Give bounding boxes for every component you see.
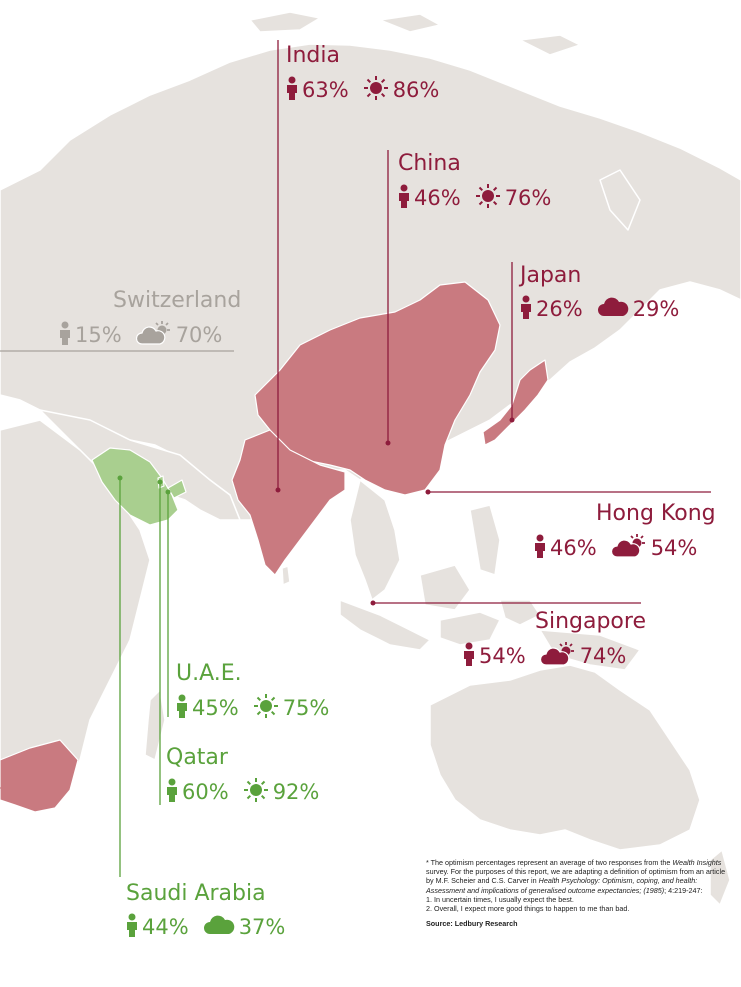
australia-land (429, 664, 701, 851)
person-icon (534, 534, 546, 562)
label-qatar: Qatar 60% 92% (166, 747, 319, 807)
footnote-text: * The optimism percentages represent an … (426, 858, 726, 895)
optimism-value: 46% (550, 535, 597, 560)
person-icon (59, 321, 71, 349)
sun-value: 37% (238, 914, 286, 939)
sun-value: 70% (175, 322, 223, 347)
sun-icon (475, 183, 501, 213)
cloud-icon (203, 914, 235, 940)
country-name: Japan (520, 263, 582, 288)
label-japan: Japan 26% 29% (520, 265, 679, 323)
south-africa-region (0, 739, 79, 813)
cloud-sun-icon (539, 641, 576, 671)
optimism-value: 60% (182, 779, 229, 804)
china-region (254, 281, 501, 496)
footnote-item-1: 1. In uncertain times, I usually expect … (426, 894, 574, 904)
optimism-value: 45% (192, 695, 239, 720)
label-saudi-arabia: Saudi Arabia 44% 37% (126, 883, 285, 941)
optimism-value: 54% (479, 643, 526, 668)
sun-value: 74% (579, 643, 627, 668)
country-name: Switzerland (113, 288, 242, 313)
optimism-value: 63% (302, 77, 349, 102)
person-icon (176, 694, 188, 722)
cloud-icon (597, 296, 629, 322)
cloud-sun-icon (135, 320, 172, 350)
country-name: U.A.E. (176, 661, 242, 686)
sun-icon (363, 75, 389, 105)
person-icon (286, 76, 298, 104)
optimism-value: 44% (142, 914, 189, 939)
label-singapore: Singapore 54% 74% (464, 609, 646, 671)
sun-value: 76% (504, 185, 552, 210)
footnote: * The optimism percentages represent an … (426, 858, 726, 929)
japan-region (482, 359, 549, 446)
country-name: India (286, 43, 340, 68)
sun-value: 29% (632, 296, 680, 321)
country-name: Saudi Arabia (126, 881, 266, 906)
label-china: China 46% 76% (398, 153, 551, 213)
sun-value: 75% (282, 695, 330, 720)
cloud-sun-icon (610, 533, 647, 563)
sea-land (349, 479, 401, 601)
sun-value: 86% (392, 77, 440, 102)
label-switzerland: Switzerland 15% 70% (60, 288, 242, 350)
sun-value: 92% (272, 779, 320, 804)
person-icon (520, 295, 532, 323)
country-name: Qatar (166, 745, 228, 770)
footnote-item-2: 2. Overall, I expect more good things to… (426, 904, 630, 914)
label-india: India 63% 86% (286, 45, 439, 105)
optimism-value: 15% (75, 322, 122, 347)
person-icon (398, 184, 410, 212)
footnote-source: Source: Ledbury Research (426, 919, 518, 929)
sun-icon (243, 777, 269, 807)
sun-icon (253, 693, 279, 723)
person-icon (463, 642, 475, 670)
optimism-value: 46% (414, 185, 461, 210)
label-hong-kong: Hong Kong 46% 54% (535, 501, 716, 563)
country-name: Hong Kong (596, 501, 716, 526)
person-icon (166, 778, 178, 806)
saudi-arabia-region (91, 447, 179, 526)
india-region (231, 429, 346, 576)
country-name: Singapore (535, 609, 646, 634)
label-uae: U.A.E. 45% 75% (176, 663, 329, 723)
uae-region (167, 479, 187, 499)
country-name: China (398, 151, 461, 176)
person-icon (126, 913, 138, 941)
optimism-value: 26% (536, 296, 583, 321)
sun-value: 54% (650, 535, 698, 560)
